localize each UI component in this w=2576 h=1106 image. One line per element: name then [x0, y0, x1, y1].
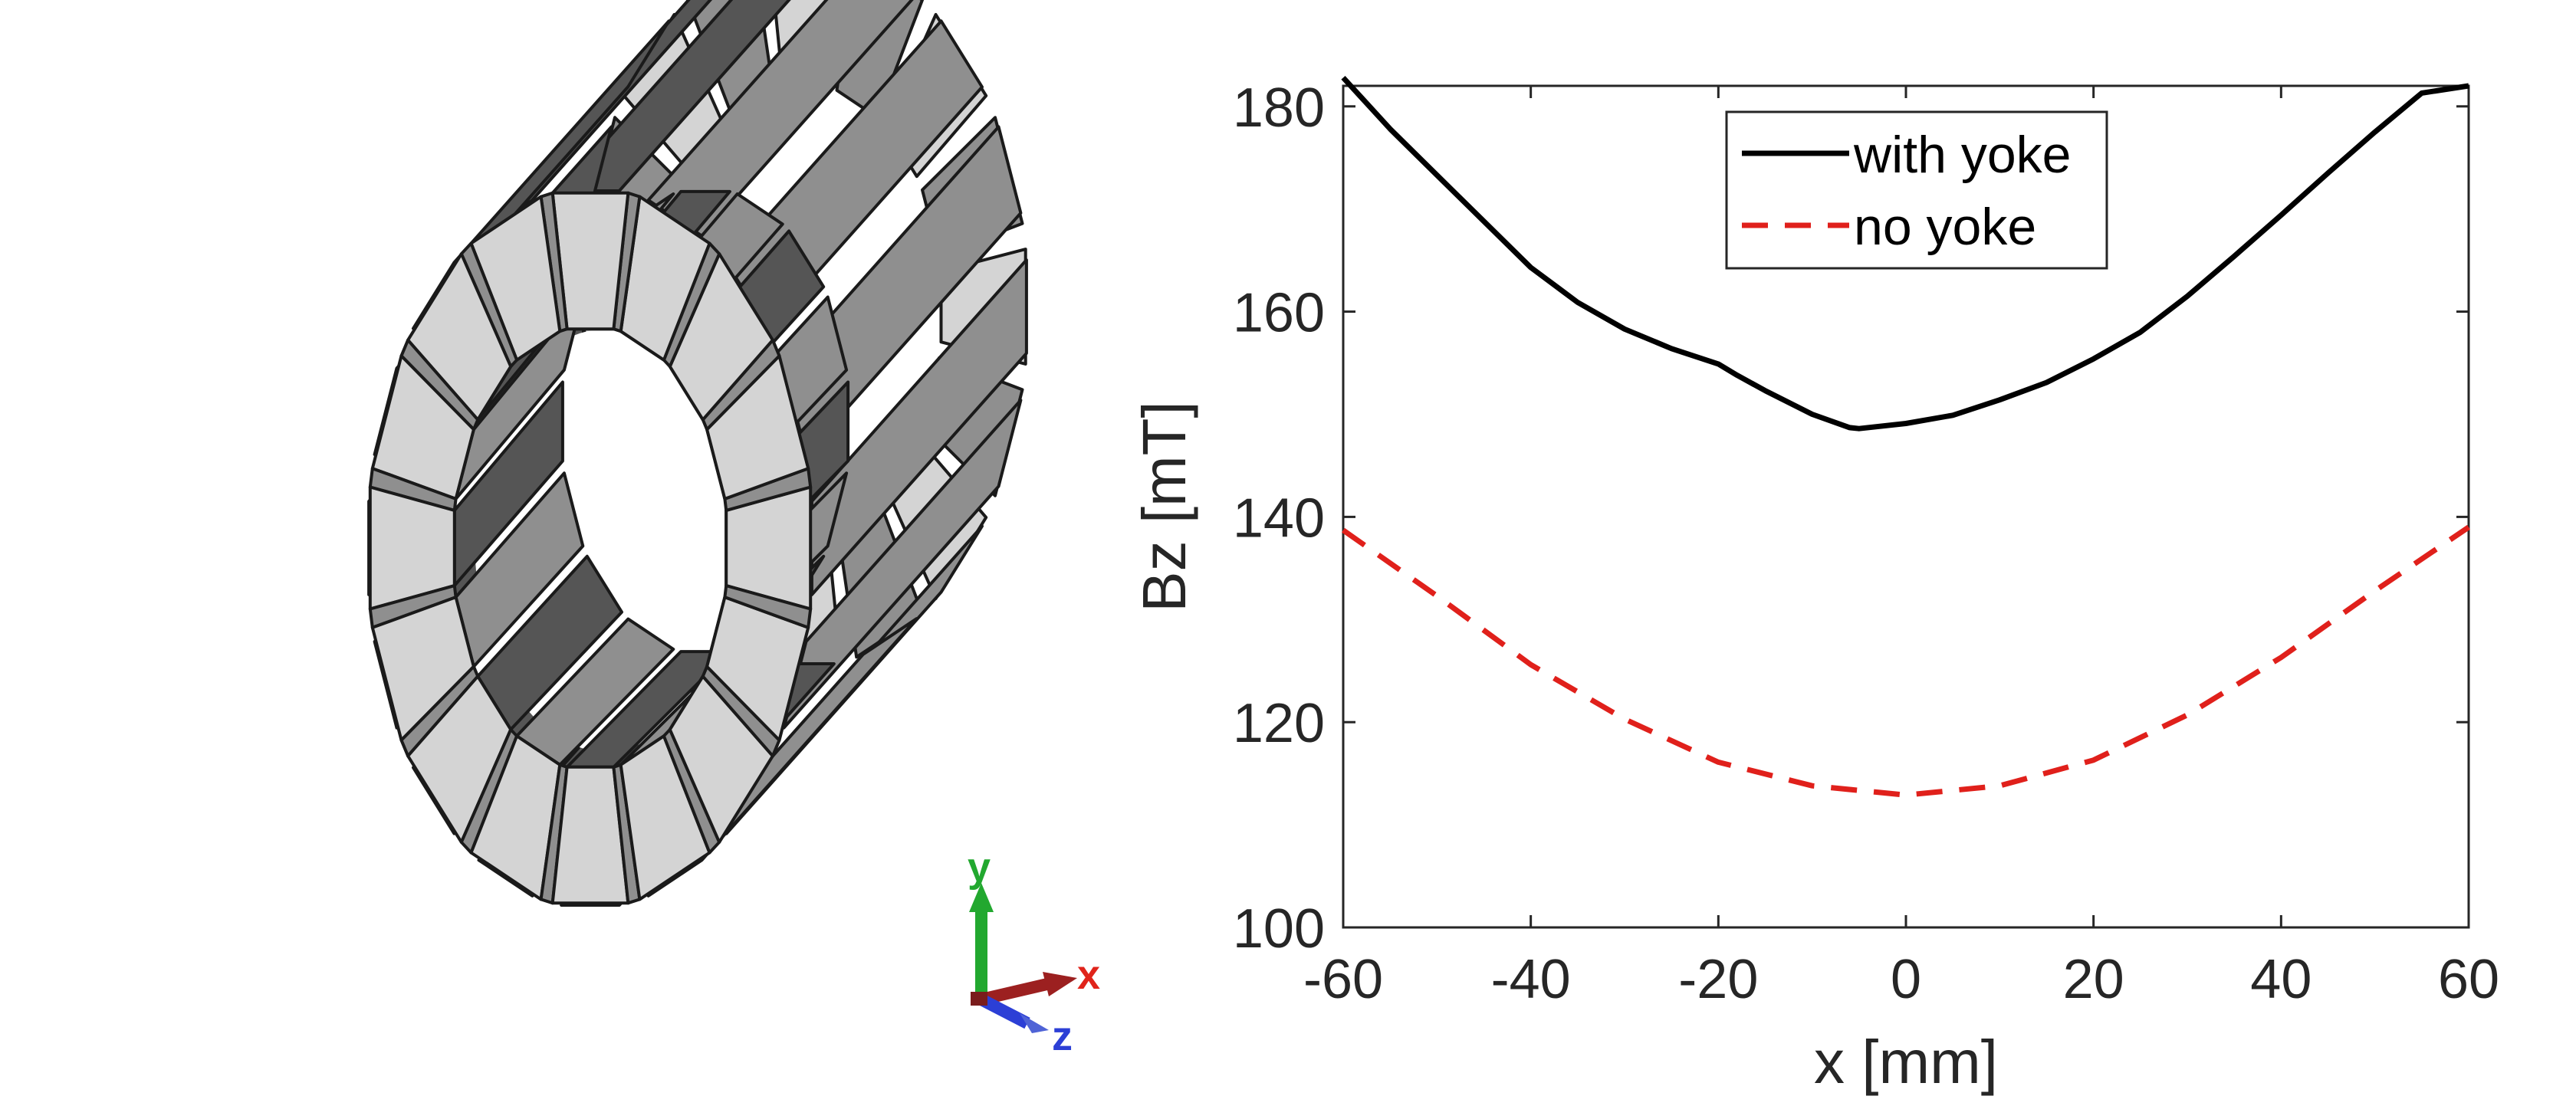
y-tick-label: 180 [1233, 77, 1325, 139]
triad-y-arrowhead [969, 883, 994, 912]
x-tick-label: 20 [2063, 949, 2124, 1010]
triad-x-arrowhead [1043, 972, 1077, 996]
x-tick-label: 0 [1891, 949, 1921, 1010]
magnet-ring-model [367, 0, 1028, 907]
series-line-no-yoke [1341, 524, 2470, 798]
x-tick-label: -20 [1678, 949, 1758, 1010]
front-magnet-wedge [723, 584, 813, 629]
legend-label-no-yoke: no yoke [1854, 198, 2036, 256]
x-tick-label: -60 [1303, 949, 1383, 1010]
y-tick-label: 140 [1233, 487, 1325, 549]
x-axis-title: x [mm] [1814, 1028, 1998, 1096]
triad-z-arrowhead [1020, 1013, 1049, 1033]
legend-box [1725, 110, 2108, 270]
x-axis-ticks: -60 -40 -20 0 20 40 60 [1303, 86, 2499, 1010]
triad-origin [971, 992, 987, 1006]
x-tick-label: 60 [2438, 949, 2499, 1010]
triad-label-y: y [968, 845, 991, 891]
triad-label-z: z [1052, 1013, 1073, 1059]
x-tick-label: 40 [2250, 949, 2312, 1010]
y-tick-label: 120 [1233, 693, 1325, 754]
triad-z-arrow [978, 993, 1030, 1029]
legend: with yoke no yoke [1725, 110, 2108, 270]
y-tick-label: 100 [1233, 898, 1325, 960]
axis-triad-icon: y x z [968, 845, 1100, 1059]
triad-x-arrow [980, 977, 1052, 1006]
y-tick-label: 160 [1233, 283, 1325, 344]
triad-label-x: x [1077, 952, 1100, 998]
series-line-with-yoke [1341, 75, 2469, 432]
legend-label-with-yoke: with yoke [1853, 126, 2071, 184]
y-axis-title: Bz [mT] [1130, 401, 1198, 612]
x-tick-label: -40 [1491, 949, 1571, 1010]
y-axis-ticks: 100 120 140 160 180 [1233, 77, 2469, 960]
bz-line-chart: 100 120 140 160 180 -60 -40 -20 0 20 40 60 Bz [mT]… [1130, 75, 2499, 1096]
